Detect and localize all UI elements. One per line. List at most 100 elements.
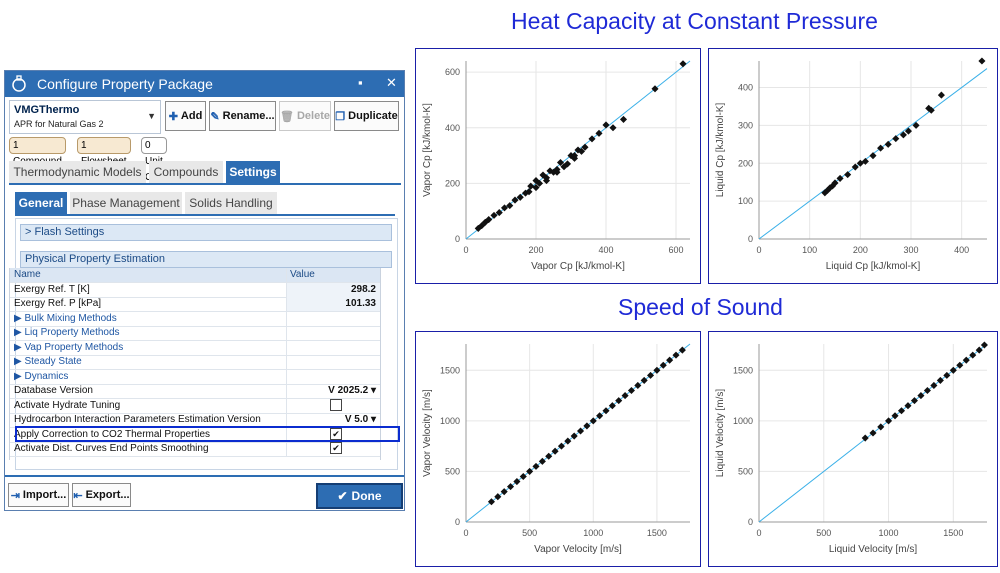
flask-icon <box>12 75 26 92</box>
data-point <box>495 209 503 217</box>
data-point <box>672 351 680 359</box>
x-tick-label: 0 <box>756 245 761 255</box>
data-point <box>500 488 508 496</box>
exergy-ref-t-input[interactable]: 298.2 <box>286 282 380 297</box>
x-tick-label: 300 <box>903 245 918 255</box>
interaction-parameters-version-select[interactable]: V 5.0 ▾ <box>286 413 380 427</box>
data-point <box>577 147 586 155</box>
data-point <box>494 493 502 501</box>
y-tick-label: 0 <box>455 517 460 527</box>
flash-settings-header[interactable]: > Flash Settings <box>20 224 392 241</box>
delete-button[interactable]: 🗑 Delete <box>279 101 331 131</box>
data-point <box>595 129 603 137</box>
data-point <box>564 437 572 445</box>
package-subtitle: APR for Natural Gas 2 <box>14 119 104 129</box>
dialog-title: Configure Property Package <box>37 76 213 92</box>
table-row[interactable]: ▶ Steady State <box>10 355 380 370</box>
sos-heading: Speed of Sound <box>618 294 783 320</box>
general-settings-panel: > Flash Settings Physical Property Estim… <box>15 218 398 470</box>
data-point <box>588 135 596 143</box>
compound-chip[interactable]: 1 Compound <box>9 137 66 167</box>
table-row[interactable]: ▶ Dynamics <box>10 369 380 385</box>
data-point <box>619 115 628 123</box>
data-point <box>678 346 686 354</box>
copy-icon: ❐ <box>335 110 346 123</box>
unit-ops-chip[interactable]: 0 Unit Ops <box>141 137 168 183</box>
y-tick-label: 500 <box>738 466 753 476</box>
data-point <box>679 60 687 68</box>
x-axis-label: Liquid Velocity [m/s] <box>829 544 918 555</box>
physical-property-estimation-header[interactable]: Physical Property Estimation <box>20 251 392 268</box>
liquid-cp-chart: 0 100 200 300 400 0 100 200 300 400 Liquid Cp [kJ/… <box>708 48 998 284</box>
settings-subtabs: General Phase Management Solids Handling <box>15 192 395 216</box>
table-row[interactable]: ▶ Liq Property Methods <box>10 326 380 341</box>
table-row[interactable]: ▶ Vap Property Methods <box>10 340 380 356</box>
vapor-cp-chart: 0 200 400 600 0 200 400 600 Vapor Cp [kJ/kmol-K]… <box>415 48 701 284</box>
name-column-header: Name <box>14 269 41 280</box>
restore-icon[interactable]: ▪ <box>358 75 363 90</box>
hydrate-tuning-checkbox[interactable] <box>330 398 342 411</box>
grid-header: Name Value <box>10 268 380 283</box>
x-tick-label: 100 <box>802 245 817 255</box>
database-version-select[interactable]: V 2025.2 ▾ <box>286 384 380 398</box>
tab-general[interactable]: General <box>15 192 67 214</box>
table-row: Activate Dist. Curves End Points Smoothi… <box>10 442 380 457</box>
data-point <box>602 121 610 129</box>
data-point <box>877 144 885 152</box>
data-point <box>490 211 498 219</box>
export-button[interactable]: ⇤ Export... <box>72 483 131 507</box>
data-point <box>836 174 844 182</box>
tab-thermodynamic-models[interactable]: Thermodynamic Models <box>9 161 146 183</box>
data-point <box>609 124 617 132</box>
x-tick-label: 400 <box>598 245 613 255</box>
y-tick-label: 200 <box>445 178 460 188</box>
dialog-titlebar[interactable]: Configure Property Package ▪ ✕ <box>5 71 404 97</box>
data-point <box>570 152 579 160</box>
y-tick-label: 100 <box>738 196 753 206</box>
y-tick-label: 0 <box>455 234 460 244</box>
table-row[interactable]: ▶ Bulk Mixing Methods <box>10 311 380 327</box>
package-selector[interactable]: VMGThermo APR for Natural Gas 2 ▼ <box>9 100 161 134</box>
liquid-velocity-chart: 0 500 1000 1500 0 500 1000 1500 Liquid Velocity … <box>708 331 998 567</box>
rename-button[interactable]: ✎ Rename... <box>209 101 276 131</box>
trash-icon: 🗑 <box>280 110 294 123</box>
configure-property-package-dialog: Configure Property Package ▪ ✕ VMGThermo… <box>4 70 405 511</box>
data-point <box>553 168 561 176</box>
data-point <box>897 407 906 415</box>
table-row: Apply Correction to CO2 Thermal Properti… <box>10 427 380 443</box>
x-tick-label: 1500 <box>647 528 667 538</box>
table-row: Exergy Ref. T [K] 298.2 <box>10 282 380 298</box>
tab-compounds[interactable]: Compounds <box>149 161 223 183</box>
tab-settings[interactable]: Settings <box>226 161 280 183</box>
export-icon: ⇤ <box>73 489 83 502</box>
data-point <box>892 135 900 143</box>
flowsheet-chip[interactable]: 1 Flowsheet <box>77 137 131 167</box>
data-point <box>927 106 935 114</box>
data-point <box>485 215 493 224</box>
add-button[interactable]: ✚ Add <box>165 101 206 131</box>
exergy-ref-p-input[interactable]: 101.33 <box>286 297 380 311</box>
y-tick-label: 400 <box>738 83 753 93</box>
co2-correction-checkbox[interactable]: ✔ <box>330 427 342 440</box>
table-row: Database Version V 2025.2 ▾ <box>10 384 380 399</box>
x-tick-label: 200 <box>528 245 543 255</box>
import-button[interactable]: ⇥ Import... <box>8 483 69 507</box>
data-point <box>527 182 535 190</box>
close-icon[interactable]: ✕ <box>386 75 397 90</box>
y-tick-label: 600 <box>445 67 460 77</box>
data-point <box>869 152 877 160</box>
vapor-cp-plot: 0 200 400 600 0 200 400 600 Vapor Cp [kJ/kmol-K]… <box>422 60 691 272</box>
x-tick-label: 1500 <box>943 528 963 538</box>
data-point <box>556 158 565 167</box>
data-point <box>511 196 519 204</box>
dist-curves-smoothing-checkbox[interactable]: ✔ <box>330 442 342 455</box>
duplicate-button[interactable]: ❐ Duplicate <box>334 101 399 131</box>
liquid-cp-plot: 0 100 200 300 400 0 100 200 300 400 Liquid Cp [kJ/… <box>715 57 988 272</box>
done-button[interactable]: ✔ Done <box>316 483 403 509</box>
property-grid: Name Value Exergy Ref. T [K] 298.2 Exerg… <box>9 268 381 460</box>
data-point <box>969 351 977 359</box>
tab-phase-management[interactable]: Phase Management <box>70 192 182 214</box>
x-tick-label: 1000 <box>879 528 899 538</box>
import-icon: ⇥ <box>10 489 20 502</box>
tab-solids-handling[interactable]: Solids Handling <box>185 192 277 214</box>
